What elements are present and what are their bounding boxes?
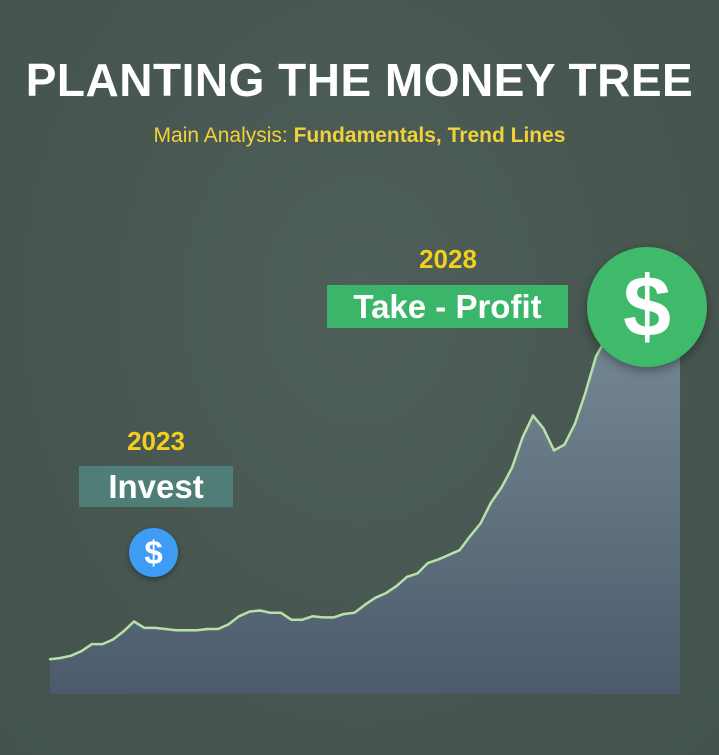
data-point (248, 610, 251, 613)
data-point (374, 596, 377, 599)
data-point (237, 615, 241, 618)
data-point (521, 436, 524, 439)
data-point (101, 642, 104, 646)
data-point (353, 611, 356, 614)
data-point (594, 355, 598, 358)
data-point (185, 629, 188, 632)
data-point (227, 623, 230, 626)
data-point (426, 561, 430, 565)
data-point (342, 612, 346, 616)
dollar-icon: $ (587, 247, 707, 367)
data-point (290, 618, 293, 621)
subtitle-prefix: Main Analysis: (153, 124, 294, 147)
invest-label: Invest (79, 466, 233, 507)
data-point (510, 466, 514, 469)
growth-area (50, 276, 680, 694)
data-point (321, 616, 325, 619)
data-point (69, 654, 73, 657)
data-point (416, 572, 419, 575)
data-point (447, 553, 451, 556)
data-point (132, 620, 136, 623)
data-point (122, 630, 125, 633)
data-point (584, 391, 587, 394)
data-point (500, 486, 503, 489)
data-point (174, 629, 178, 632)
data-point (384, 591, 388, 595)
data-point (363, 603, 367, 606)
data-point (542, 427, 545, 430)
data-point (531, 414, 535, 417)
data-point (405, 575, 409, 578)
data-point (489, 501, 493, 504)
data-point (80, 649, 83, 653)
data-point (206, 627, 209, 631)
subtitle-highlight: Fundamentals, Trend Lines (293, 124, 566, 147)
data-point (479, 522, 482, 525)
invest-year-label: 2023 (127, 426, 185, 456)
data-point (332, 616, 335, 619)
data-point (90, 642, 94, 646)
data-point (258, 609, 262, 612)
data-point (153, 626, 157, 630)
data-point (458, 549, 461, 552)
data-point (195, 629, 199, 632)
data-point (573, 422, 577, 425)
data-point (111, 638, 115, 641)
data-point (279, 611, 283, 614)
data-point (437, 558, 440, 561)
take-profit-label: Take - Profit (327, 285, 568, 328)
data-point (164, 627, 167, 631)
subtitle: Main Analysis: Fundamentals, Trend Lines (0, 122, 719, 150)
data-point (563, 443, 566, 446)
dollar-icon: $ (129, 528, 178, 577)
data-point (269, 611, 272, 614)
data-point (395, 584, 398, 588)
data-point (311, 615, 314, 618)
data-point (216, 627, 220, 631)
data-point (552, 449, 556, 452)
data-point (143, 626, 146, 630)
data-point (300, 618, 304, 621)
page-title: PLANTING THE MONEY TREE (25, 54, 694, 106)
profit-year-label: 2028 (419, 244, 477, 274)
data-point (59, 656, 62, 660)
data-point (48, 658, 52, 661)
data-point (468, 535, 472, 538)
